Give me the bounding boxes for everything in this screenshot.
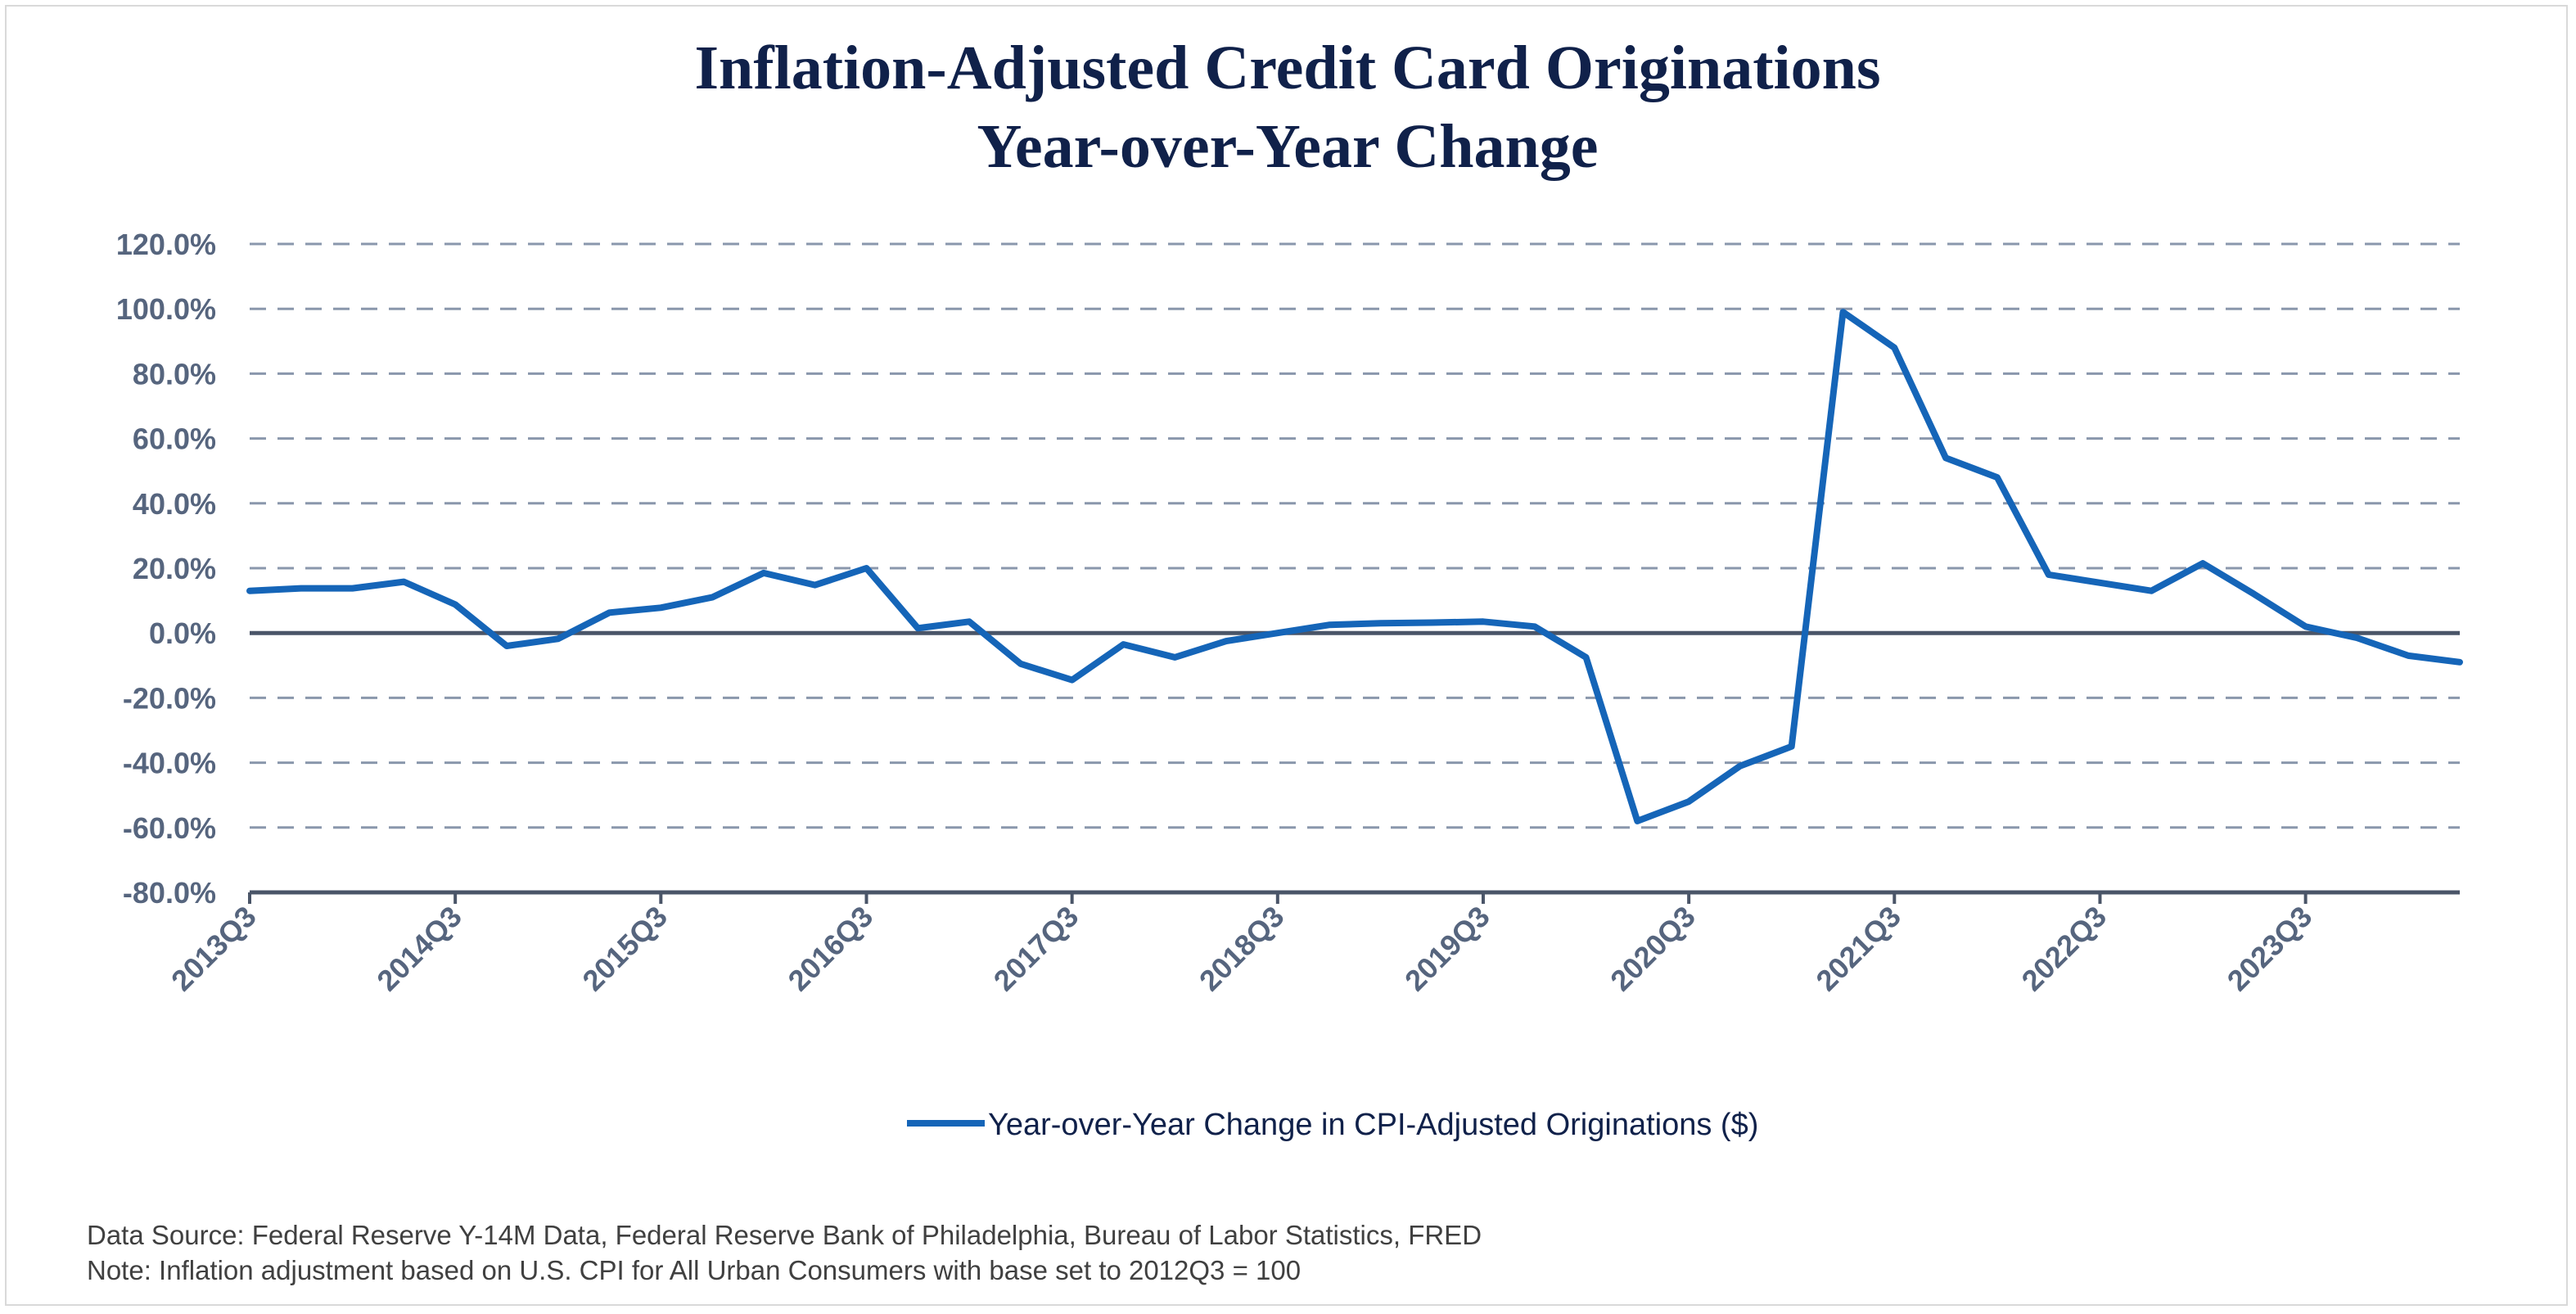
y-tick-label: -60.0% [123, 811, 216, 845]
x-tick-label: 2013Q3 [165, 900, 263, 998]
x-axis-tick-labels: 2013Q3 2014Q3 2015Q3 2016Q3 2017Q3 2018Q3 2019… [165, 900, 2318, 998]
inflation-adjustment-note: Note: Inflation adjustment based on U.S.… [87, 1255, 1301, 1285]
x-tick-label: 2020Q3 [1604, 900, 1702, 998]
y-tick-label: 40.0% [133, 487, 216, 521]
footnotes: Data Source: Federal Reserve Y-14M Data,… [87, 1220, 1482, 1285]
x-tick-label: 2019Q3 [1398, 900, 1496, 998]
chart-title-line-2: Year-over-Year Change [977, 112, 1598, 181]
x-tick-label: 2015Q3 [575, 900, 674, 998]
axes [248, 630, 2460, 904]
x-tick-label: 2016Q3 [782, 900, 880, 998]
x-tick-label: 2022Q3 [2015, 900, 2114, 998]
y-tick-label: 20.0% [133, 552, 216, 585]
legend-label: Year-over-Year Change in CPI-Adjusted Or… [988, 1108, 1758, 1142]
chart-title-line-1: Inflation-Adjusted Credit Card Originati… [694, 34, 1880, 102]
y-tick-label: -40.0% [123, 747, 216, 780]
chart-title: Inflation-Adjusted Credit Card Originati… [694, 34, 1880, 181]
y-tick-label: -20.0% [123, 681, 216, 715]
y-tick-label: 80.0% [133, 357, 216, 391]
x-tick-label: 2018Q3 [1193, 900, 1291, 998]
data-source-note: Data Source: Federal Reserve Y-14M Data,… [87, 1220, 1482, 1250]
y-tick-label: 120.0% [116, 228, 216, 261]
y-tick-label: 60.0% [133, 422, 216, 456]
x-tick-label: 2023Q3 [2221, 900, 2319, 998]
y-tick-label: 0.0% [149, 616, 216, 650]
x-tick-label: 2021Q3 [1809, 900, 1907, 998]
legend: Year-over-Year Change in CPI-Adjusted Or… [907, 1108, 1758, 1142]
y-tick-label: 100.0% [116, 292, 216, 326]
y-axis-tick-labels: 120.0% 100.0% 80.0% 60.0% 40.0% 20.0% 0.0% -20.… [116, 228, 216, 910]
series-line [246, 309, 2463, 824]
chart-frame [5, 5, 2568, 1306]
y-tick-label: -80.0% [123, 876, 216, 910]
x-tick-label: 2017Q3 [987, 900, 1085, 998]
series-lines [246, 309, 2463, 824]
gridlines [250, 242, 2460, 829]
x-tick-label: 2014Q3 [370, 900, 468, 998]
